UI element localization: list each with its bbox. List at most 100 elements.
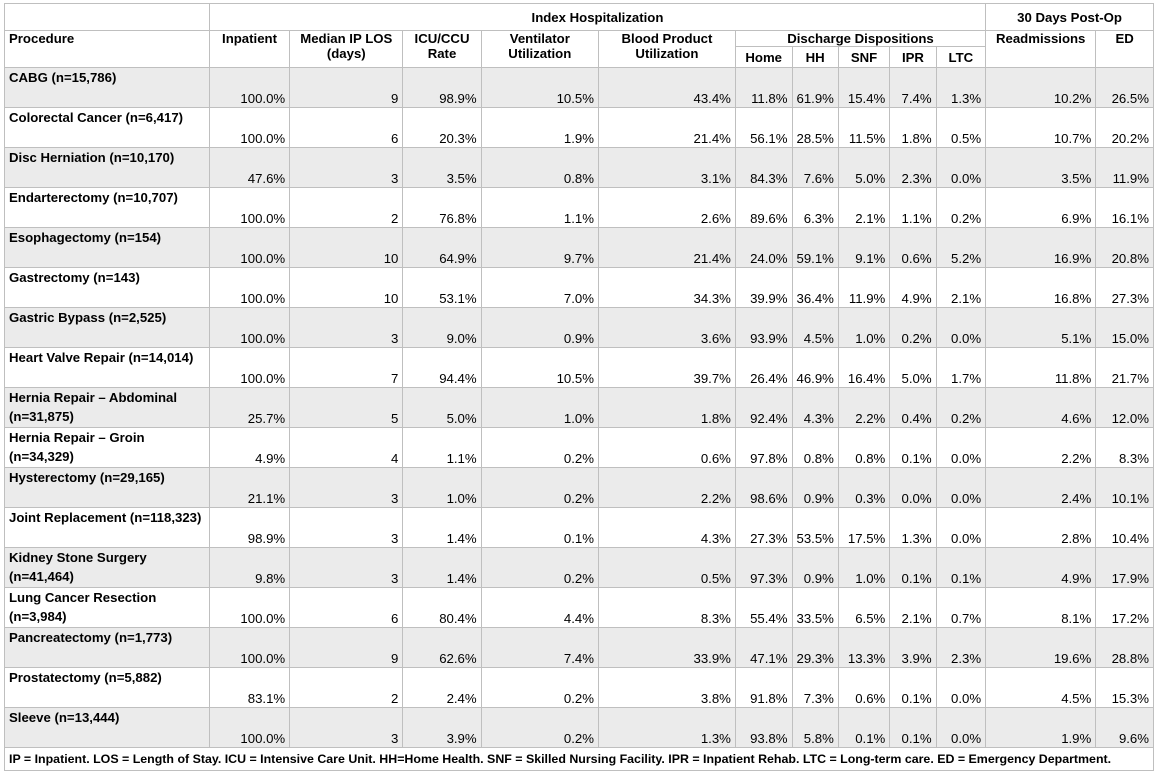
value-cell: 100.0% xyxy=(208,267,291,308)
value-cell: 4.9% xyxy=(985,547,1097,588)
value-cell: 5.2% xyxy=(935,227,987,268)
home-header: Home xyxy=(734,46,793,68)
table-row: Esophagectomy (n=154) 100.0% 10 64.9% 9.7% 21… xyxy=(4,227,1154,268)
value-cell: 6 xyxy=(289,107,404,148)
value-cell: 97.3% xyxy=(734,547,793,588)
value-cell: 1.0% xyxy=(837,307,891,348)
value-cell: 3.9% xyxy=(402,707,482,748)
value-cell: 0.1% xyxy=(935,547,987,588)
value-cell: 0.5% xyxy=(597,547,736,588)
value-cell: 83.1% xyxy=(208,667,291,708)
value-cell: 2.2% xyxy=(985,427,1097,468)
value-cell: 61.9% xyxy=(791,67,839,108)
discharge-dispositions-header: Discharge Dispositions xyxy=(734,30,987,47)
procedure-cell: Endarterectomy (n=10,707) xyxy=(4,187,210,228)
value-cell: 4.5% xyxy=(791,307,839,348)
value-cell: 0.0% xyxy=(935,707,987,748)
value-cell: 0.1% xyxy=(837,707,891,748)
value-cell: 28.5% xyxy=(791,107,839,148)
value-cell: 10.5% xyxy=(480,67,599,108)
value-cell: 5.0% xyxy=(889,347,937,388)
value-cell: 55.4% xyxy=(734,587,793,628)
value-cell: 1.7% xyxy=(935,347,987,388)
value-cell: 27.3% xyxy=(734,507,793,548)
snf-header: SNF xyxy=(837,46,891,68)
value-cell: 53.5% xyxy=(791,507,839,548)
value-cell: 16.8% xyxy=(985,267,1097,308)
value-cell: 3 xyxy=(289,467,404,508)
value-cell: 0.1% xyxy=(889,667,937,708)
procedure-header: Procedure xyxy=(4,30,210,68)
value-cell: 7.4% xyxy=(889,67,937,108)
table-row: Heart Valve Repair (n=14,014) 100.0% 7 94.4… xyxy=(4,347,1154,388)
value-cell: 43.4% xyxy=(597,67,736,108)
value-cell: 21.4% xyxy=(597,227,736,268)
table-row: Joint Replacement (n=118,323) 98.9% 3 1.4% 0… xyxy=(4,507,1154,548)
value-cell: 15.0% xyxy=(1095,307,1154,348)
value-cell: 0.2% xyxy=(935,187,987,228)
value-cell: 3.6% xyxy=(597,307,736,348)
value-cell: 21.1% xyxy=(208,467,291,508)
value-cell: 11.5% xyxy=(837,107,891,148)
procedure-cell: Pancreatectomy (n=1,773) xyxy=(4,627,210,668)
procedure-cell: Joint Replacement (n=118,323) xyxy=(4,507,210,548)
procedure-cell: Kidney Stone Surgery (n=41,464) xyxy=(4,547,210,588)
value-cell: 36.4% xyxy=(791,267,839,308)
table-row: Prostatectomy (n=5,882) 83.1% 2 2.4% 0.2% 3.8… xyxy=(4,667,1154,708)
value-cell: 0.9% xyxy=(480,307,599,348)
value-cell: 100.0% xyxy=(208,707,291,748)
hh-header: HH xyxy=(791,46,839,68)
value-cell: 7 xyxy=(289,347,404,388)
value-cell: 26.5% xyxy=(1095,67,1154,108)
value-cell: 0.0% xyxy=(889,467,937,508)
value-cell: 1.4% xyxy=(402,547,482,588)
outcomes-table: Index Hospitalization 30 Days Post-Op Pr… xyxy=(4,3,1154,771)
value-cell: 1.3% xyxy=(597,707,736,748)
value-cell: 100.0% xyxy=(208,107,291,148)
value-cell: 3.5% xyxy=(985,147,1097,188)
value-cell: 4.3% xyxy=(791,387,839,428)
blood-product-header: Blood Product Utilization xyxy=(597,30,736,68)
value-cell: 97.8% xyxy=(734,427,793,468)
value-cell: 0.9% xyxy=(791,467,839,508)
value-cell: 9.0% xyxy=(402,307,482,348)
value-cell: 1.1% xyxy=(889,187,937,228)
value-cell: 0.8% xyxy=(480,147,599,188)
value-cell: 0.1% xyxy=(889,427,937,468)
value-cell: 13.3% xyxy=(837,627,891,668)
value-cell: 0.0% xyxy=(935,507,987,548)
blank-corner xyxy=(4,3,210,31)
value-cell: 1.0% xyxy=(402,467,482,508)
value-cell: 64.9% xyxy=(402,227,482,268)
value-cell: 0.8% xyxy=(837,427,891,468)
value-cell: 98.9% xyxy=(208,507,291,548)
value-cell: 0.7% xyxy=(935,587,987,628)
value-cell: 2.4% xyxy=(402,667,482,708)
value-cell: 2.8% xyxy=(985,507,1097,548)
value-cell: 100.0% xyxy=(208,227,291,268)
icu-ccu-rate-header: ICU/CCU Rate xyxy=(402,30,482,68)
value-cell: 4.4% xyxy=(480,587,599,628)
value-cell: 0.2% xyxy=(480,467,599,508)
value-cell: 2 xyxy=(289,187,404,228)
value-cell: 24.0% xyxy=(734,227,793,268)
value-cell: 4.5% xyxy=(985,667,1097,708)
value-cell: 21.4% xyxy=(597,107,736,148)
value-cell: 4.3% xyxy=(597,507,736,548)
value-cell: 2.2% xyxy=(597,467,736,508)
value-cell: 12.0% xyxy=(1095,387,1154,428)
value-cell: 2.1% xyxy=(889,587,937,628)
value-cell: 0.6% xyxy=(889,227,937,268)
procedure-cell: Prostatectomy (n=5,882) xyxy=(4,667,210,708)
value-cell: 9.8% xyxy=(208,547,291,588)
table-row: Pancreatectomy (n=1,773) 100.0% 9 62.6% 7.4%… xyxy=(4,627,1154,668)
value-cell: 0.2% xyxy=(889,307,937,348)
value-cell: 1.4% xyxy=(402,507,482,548)
value-cell: 19.6% xyxy=(985,627,1097,668)
ed-header: ED xyxy=(1095,30,1154,68)
table-row: Endarterectomy (n=10,707) 100.0% 2 76.8% 1.1… xyxy=(4,187,1154,228)
value-cell: 3.8% xyxy=(597,667,736,708)
value-cell: 10 xyxy=(289,227,404,268)
ltc-header: LTC xyxy=(935,46,987,68)
value-cell: 0.0% xyxy=(935,667,987,708)
